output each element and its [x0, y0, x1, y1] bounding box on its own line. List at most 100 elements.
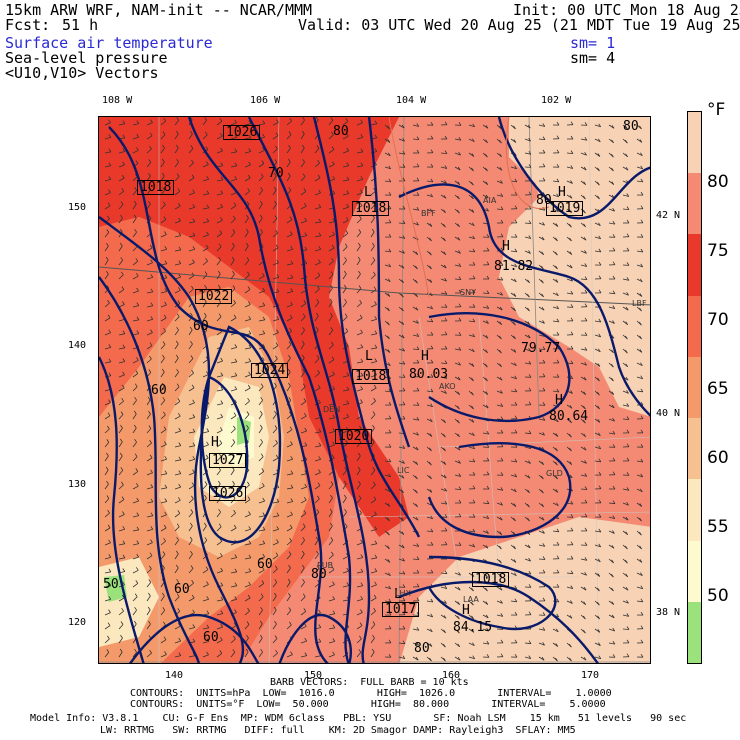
wind-barb	[174, 205, 181, 210]
low-marker: L	[364, 185, 372, 200]
wind-barb-flag	[150, 539, 153, 543]
wind-barb-flag	[316, 509, 320, 513]
wind-barb	[216, 555, 223, 560]
wind-barb-flag	[219, 650, 223, 654]
wind-barb-flag	[416, 597, 420, 602]
wind-barb	[104, 192, 111, 196]
wind-barb-flag	[218, 298, 221, 303]
wind-barb	[118, 374, 125, 378]
temp-contour-label: 80	[414, 641, 430, 656]
wind-barb	[286, 357, 291, 364]
wind-barb	[300, 176, 306, 182]
wind-barb-flag	[332, 414, 336, 419]
wind-barb-flag	[556, 388, 560, 393]
wind-barb	[272, 413, 277, 420]
wind-barb	[454, 362, 461, 366]
wind-barb	[202, 359, 209, 364]
wind-barb-flag	[598, 642, 601, 646]
wind-barb-flag	[415, 503, 418, 508]
wind-barb-flag	[318, 609, 321, 614]
wind-barb	[622, 194, 629, 197]
wind-barb	[118, 470, 124, 476]
wind-barb-flag	[429, 628, 433, 633]
wind-barb-flag	[625, 516, 629, 521]
wind-barb	[230, 388, 237, 392]
wind-barb-flag	[344, 523, 348, 527]
wind-barb-flag	[304, 246, 308, 251]
wind-barb-flag	[639, 349, 643, 353]
wind-barb-flag	[569, 447, 572, 452]
wind-barb	[398, 222, 406, 224]
wind-barb-flag	[500, 639, 504, 644]
wind-barb-flag	[189, 536, 193, 541]
wind-barb-flag	[640, 219, 644, 224]
wind-barb-flag	[388, 443, 392, 448]
wind-barb-flag	[611, 545, 615, 549]
wind-barb-flag	[259, 214, 263, 219]
wind-barb	[174, 190, 181, 196]
wind-barb-flag	[162, 551, 166, 555]
wind-barb	[580, 558, 587, 561]
wind-barb	[258, 386, 264, 392]
wind-barb	[146, 399, 151, 406]
wind-barb-flag	[486, 640, 490, 645]
wind-barb-flag	[472, 333, 476, 338]
wind-barb-flag	[598, 528, 602, 533]
wind-barb	[174, 553, 179, 560]
wind-barb	[216, 316, 222, 322]
wind-barb	[202, 287, 207, 294]
wind-barb-flag	[373, 607, 376, 612]
wind-barb-flag	[612, 471, 616, 475]
wind-barb	[608, 222, 615, 225]
wind-barb-flag	[316, 565, 320, 569]
wind-barb-flag	[262, 316, 266, 321]
wind-barb	[636, 600, 643, 603]
wind-barb	[118, 514, 125, 518]
wind-barb	[174, 249, 181, 252]
wind-barb-flag	[388, 263, 392, 268]
wind-barb-flag	[514, 473, 518, 478]
wind-barb-flag	[261, 370, 265, 374]
wind-barb	[258, 163, 265, 168]
wind-barb	[160, 610, 166, 616]
wind-barb	[356, 542, 363, 546]
wind-barb-flag	[135, 482, 139, 487]
wind-barb	[258, 623, 263, 630]
wind-barb-flag	[639, 278, 643, 283]
wind-barb-flag	[374, 581, 377, 586]
wind-barb	[160, 487, 167, 490]
wind-barb-flag	[388, 458, 392, 463]
wind-barb-flag	[485, 377, 488, 382]
wind-barb-flag	[430, 135, 434, 140]
wind-barb-flag	[219, 132, 223, 137]
wind-barb	[272, 515, 279, 518]
wind-barb-flag	[134, 187, 138, 191]
wind-barb-flag	[330, 537, 334, 541]
wind-barb-flag	[303, 608, 307, 612]
wind-barb-flag	[499, 586, 503, 591]
wind-barb	[230, 273, 235, 280]
wind-barb	[524, 138, 531, 142]
wind-barb-flag	[220, 203, 224, 208]
wind-barb-flag	[192, 456, 196, 460]
wind-barb	[160, 554, 166, 560]
wind-barb-flag	[274, 579, 278, 583]
wind-barb	[188, 248, 195, 252]
wind-barb	[258, 556, 265, 560]
wind-barb	[174, 357, 179, 364]
wind-barb-flag	[303, 510, 307, 514]
wind-barb-flag	[148, 410, 151, 415]
wind-barb-flag	[274, 592, 277, 597]
wind-barb-flag	[331, 454, 335, 459]
wind-barb-flag	[416, 359, 420, 364]
wind-barb-flag	[415, 461, 419, 465]
wind-barb-flag	[318, 428, 322, 433]
wind-barb	[328, 315, 333, 322]
wind-barb-flag	[288, 551, 292, 555]
wind-barb-flag	[625, 321, 629, 325]
wind-barb-flag	[274, 620, 277, 625]
wind-barb-flag	[220, 413, 224, 418]
wind-barb	[426, 390, 433, 393]
wind-barb-flag	[120, 271, 124, 276]
wind-barb-flag	[346, 162, 350, 166]
